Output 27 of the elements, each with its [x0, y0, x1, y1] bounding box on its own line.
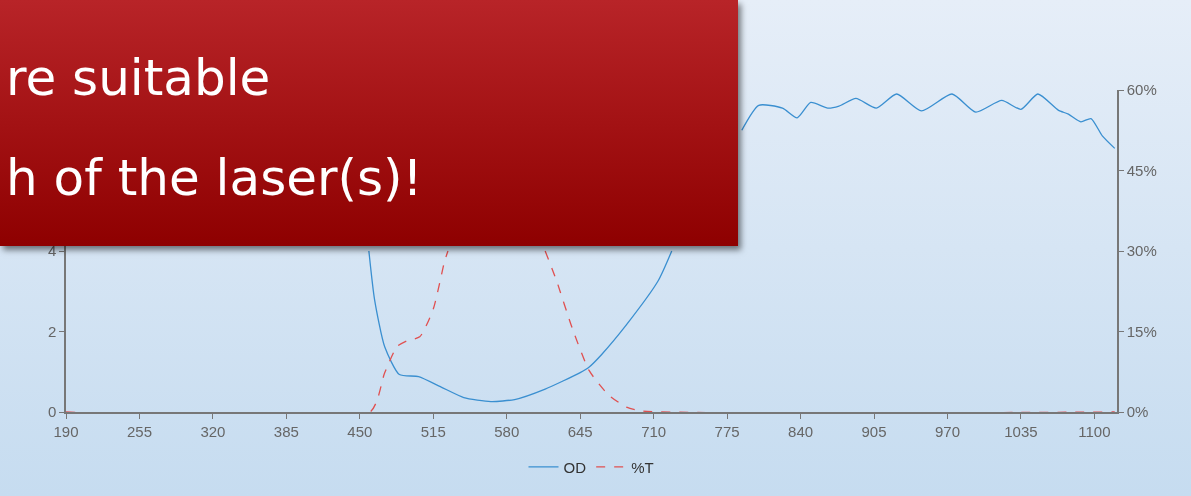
x-tick-label: 1035: [1004, 422, 1038, 440]
legend-label: %T: [631, 458, 654, 476]
x-tick-label: 645: [567, 422, 593, 440]
x-tick-label: 385: [273, 422, 299, 440]
y2-tick-label: 60%: [1126, 81, 1157, 99]
x-tick-label: 905: [861, 422, 887, 440]
legend-label: OD: [563, 458, 587, 476]
banner-box: re suitable h of the laser(s)!: [0, 0, 738, 246]
x-tick-label: 190: [53, 422, 79, 440]
x-tick-label: 320: [200, 422, 226, 440]
x-tick-label: 450: [347, 422, 373, 440]
y2-tick-label: 30%: [1126, 242, 1157, 260]
y-tick-label: 0: [47, 403, 57, 421]
y2-tick-label: 15%: [1126, 322, 1157, 340]
annotation: h of the laser(s)!: [6, 148, 423, 208]
y2-tick-label: 0%: [1126, 403, 1149, 421]
x-tick-label: 515: [420, 422, 446, 440]
x-tick-label: 840: [788, 422, 814, 440]
y2-tick-label: 45%: [1126, 161, 1157, 179]
x-tick-label: 255: [126, 422, 152, 440]
y-tick-label: 2: [47, 322, 57, 340]
x-tick-label: 970: [934, 422, 960, 440]
x-tick-label: 710: [641, 422, 667, 440]
x-tick-label: 1100: [1078, 422, 1111, 440]
annotation: re suitable: [6, 48, 271, 108]
x-tick-label: 580: [494, 422, 520, 440]
x-tick-label: 775: [714, 422, 740, 440]
